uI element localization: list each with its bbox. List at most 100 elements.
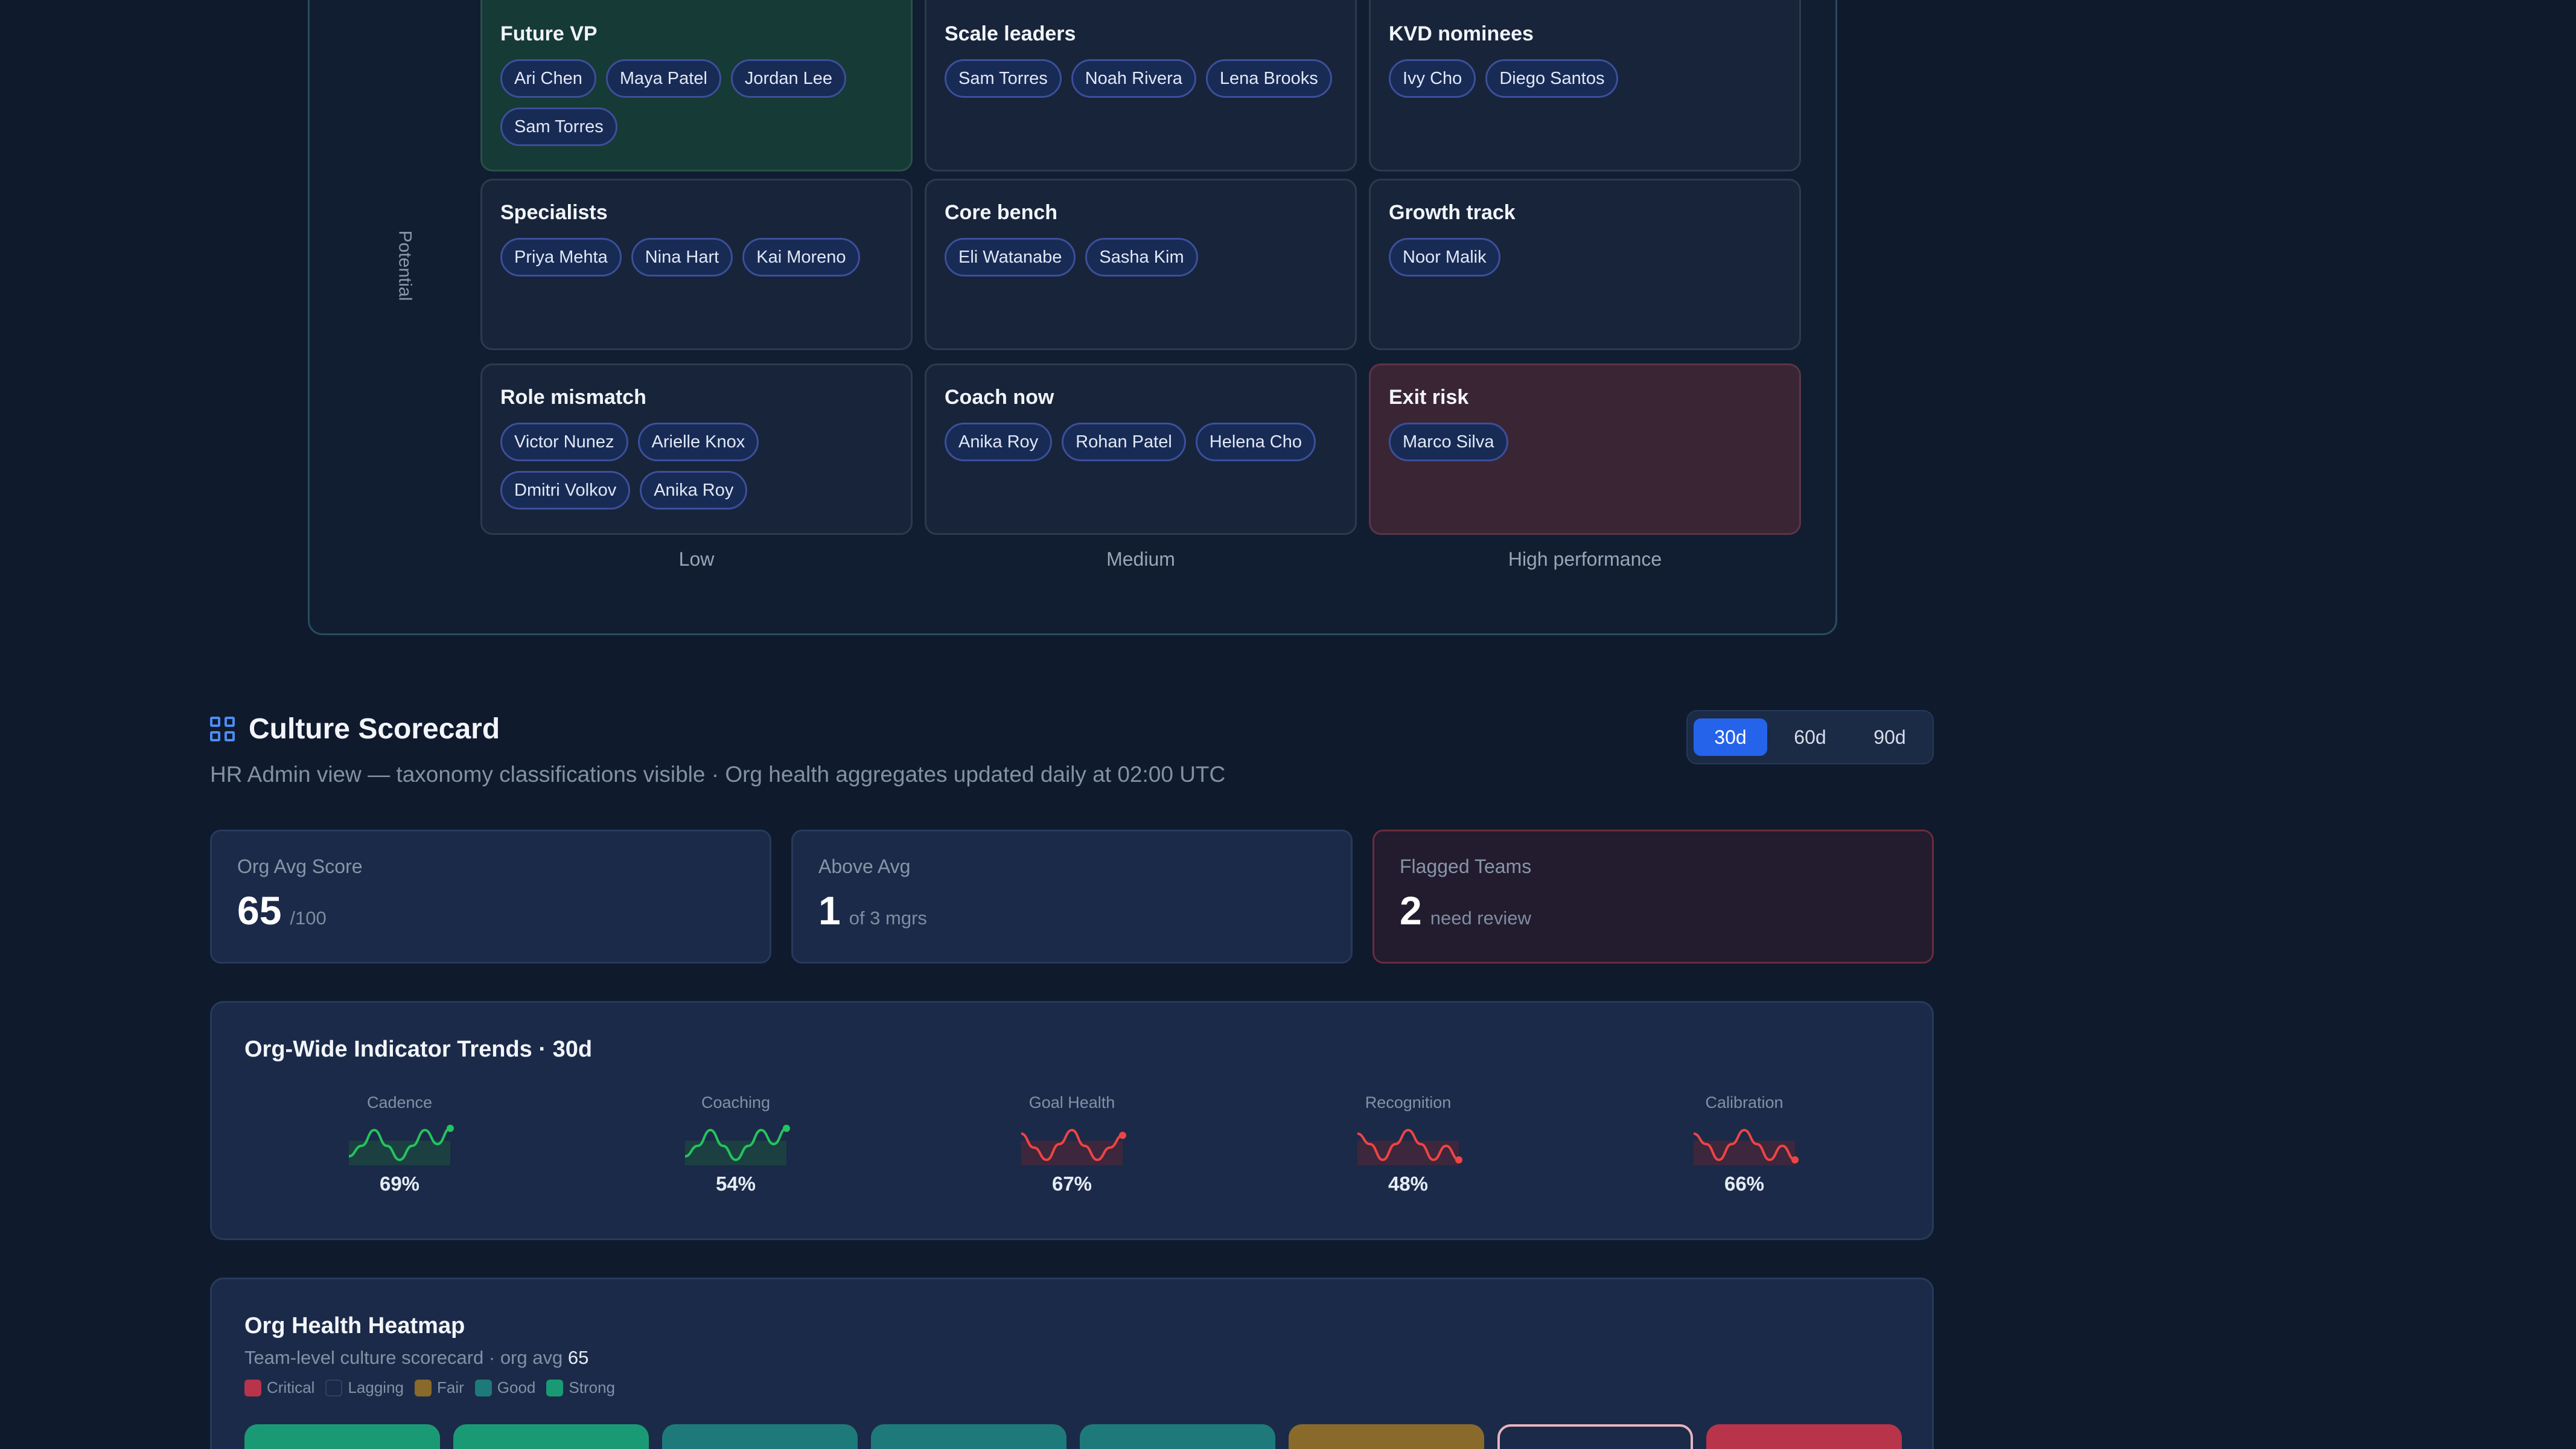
person-chip[interactable]: Rohan Patel	[1062, 423, 1186, 461]
person-chip[interactable]: Kai Moreno	[742, 238, 860, 277]
ninebox-cell-kvd-nominees: KVD nominees Ivy Cho Diego Santos	[1369, 0, 1801, 171]
ninebox-cell-specialists: Specialists Priya Mehta Nina Hart Kai Moren…	[480, 179, 913, 350]
range-toggle: 30d 60d 90d	[1686, 710, 1934, 764]
indicator-value: 69%	[379, 1172, 420, 1195]
person-chip[interactable]: Arielle Knox	[637, 423, 759, 461]
legend-swatch	[474, 1379, 492, 1396]
indicator-label: Calibration	[1705, 1093, 1784, 1112]
person-chip[interactable]: Nina Hart	[631, 238, 733, 277]
cell-title: Growth track	[1389, 201, 1516, 224]
legend-label: Strong	[569, 1378, 615, 1396]
indicator-goal-health[interactable]: Goal Health 67%	[993, 1093, 1150, 1214]
legend-item-lagging: Lagging	[325, 1378, 404, 1397]
heatmap-legend: Critical Lagging Fair Good Strong	[244, 1378, 615, 1397]
indicator-recognition[interactable]: Recognition 48%	[1330, 1093, 1487, 1214]
person-chip[interactable]: Jordan Lee	[730, 59, 847, 98]
legend-item-strong: Strong	[546, 1378, 615, 1397]
heatmap-title: Org Health Heatmap	[244, 1313, 465, 1339]
heatmap-team-tile[interactable]	[1497, 1424, 1693, 1449]
sparkline-line	[1357, 1128, 1459, 1162]
indicator-trends-card: Org-Wide Indicator Trends · 30d Cadence 6…	[210, 1001, 1934, 1240]
ninebox-cell-scale-leaders: Scale leaders Sam Torres Noah Rivera Lena B…	[925, 0, 1357, 171]
sparkline-line	[348, 1127, 451, 1162]
sparkline-endpoint	[1455, 1156, 1462, 1164]
sparkline-endpoint	[1791, 1156, 1799, 1164]
person-chip[interactable]: Anika Roy	[640, 471, 748, 510]
indicator-label: Recognition	[1365, 1093, 1452, 1112]
range-90d-button[interactable]: 90d	[1873, 726, 1906, 748]
heatmap-team-tile[interactable]	[1289, 1424, 1484, 1449]
person-chip[interactable]: Noah Rivera	[1071, 59, 1196, 98]
range-30d-button[interactable]: 30d	[1694, 718, 1767, 756]
indicator-value: 67%	[1051, 1172, 1092, 1195]
person-chip[interactable]: Ari Chen	[500, 59, 596, 98]
performance-column-label: Low	[678, 548, 715, 570]
sparkline-endpoint	[1119, 1131, 1126, 1139]
indicator-value: 48%	[1388, 1172, 1429, 1195]
person-chip[interactable]: Anika Roy	[945, 423, 1053, 461]
sparkline-area	[1357, 1140, 1459, 1165]
sparkline-endpoint	[447, 1124, 454, 1132]
heatmap-subtitle: Team-level culture scorecard · org avg 6…	[244, 1347, 589, 1368]
person-chip[interactable]: Dmitri Volkov	[500, 471, 631, 510]
legend-swatch	[415, 1379, 432, 1396]
person-chip[interactable]: Sam Torres	[500, 107, 617, 146]
ninebox-cell-growth-track: Growth track Noor Malik	[1369, 179, 1801, 350]
indicator-label: Cadence	[366, 1093, 433, 1112]
indicator-label: Goal Health	[1028, 1093, 1115, 1112]
heatmap-team-tile[interactable]	[453, 1424, 649, 1449]
heatmap-team-tile[interactable]	[244, 1424, 440, 1449]
kpi-unit: of 3 mgrs	[849, 907, 927, 929]
ninebox-cell-coach-now: Coach now Anika Roy Rohan Patel Helena Cho	[925, 363, 1357, 535]
legend-swatch	[244, 1379, 261, 1396]
sparkline	[684, 1124, 790, 1165]
indicator-cadence[interactable]: Cadence 69%	[321, 1093, 478, 1214]
sparkline-area	[1694, 1140, 1795, 1165]
person-chip[interactable]: Sasha Kim	[1085, 238, 1198, 277]
heatmap-team-tile[interactable]	[1706, 1424, 1902, 1449]
heatmap-team-tile[interactable]	[1080, 1424, 1275, 1449]
person-chip[interactable]: Ivy Cho	[1389, 59, 1476, 98]
heatmap-team-tile[interactable]	[871, 1424, 1066, 1449]
legend-item-fair: Fair	[415, 1378, 464, 1397]
person-chip[interactable]: Sam Torres	[945, 59, 1062, 98]
trends-title: Org-Wide Indicator Trends · 30d	[244, 1037, 593, 1062]
kpi-value: 2	[1400, 888, 1422, 933]
heatmap-team-tile[interactable]	[662, 1424, 858, 1449]
range-60d-button[interactable]: 60d	[1794, 726, 1826, 748]
legend-swatch	[325, 1379, 343, 1396]
page-subtitle: HR Admin view — taxonomy classifications…	[210, 762, 1226, 787]
kpi-flagged-teams[interactable]: Flagged Teams 2 need review	[1372, 830, 1934, 964]
potential-axis-label: Potential	[395, 230, 415, 301]
person-chip[interactable]: Helena Cho	[1195, 423, 1316, 461]
person-chip[interactable]: Diego Santos	[1485, 59, 1619, 98]
heatmap-tiles	[244, 1424, 1902, 1449]
person-chip[interactable]: Eli Watanabe	[945, 238, 1076, 277]
cell-title: Coach now	[945, 386, 1054, 409]
sparkline	[1021, 1128, 1126, 1165]
person-chip[interactable]: Priya Mehta	[500, 238, 622, 277]
indicator-coaching[interactable]: Coaching 54%	[657, 1093, 814, 1214]
legend-item-good: Good	[474, 1378, 535, 1397]
person-chip[interactable]: Marco Silva	[1389, 423, 1508, 461]
person-chip[interactable]: Victor Nunez	[500, 423, 628, 461]
sparkline-area	[685, 1140, 786, 1165]
kpi-value: 65	[237, 888, 282, 933]
sparkline	[1693, 1128, 1799, 1165]
person-chip[interactable]: Lena Brooks	[1205, 59, 1332, 98]
indicator-value: 66%	[1724, 1172, 1765, 1195]
sparkline-line	[1021, 1128, 1123, 1162]
indicator-calibration[interactable]: Calibration 66%	[1666, 1093, 1823, 1214]
legend-swatch	[546, 1379, 564, 1396]
kpi-unit: need review	[1430, 907, 1531, 929]
indicator-value: 54%	[715, 1172, 756, 1195]
person-chip[interactable]: Maya Patel	[605, 59, 721, 98]
kpi-label: Org Avg Score	[237, 856, 363, 877]
person-chip[interactable]: Noor Malik	[1389, 238, 1500, 277]
cell-title: Role mismatch	[500, 386, 646, 409]
cell-title: Scale leaders	[945, 22, 1076, 45]
sparkline-area	[1021, 1140, 1123, 1165]
legend-label: Fair	[437, 1378, 464, 1396]
legend-label: Critical	[267, 1378, 315, 1396]
performance-column-label: Medium	[1106, 548, 1175, 570]
